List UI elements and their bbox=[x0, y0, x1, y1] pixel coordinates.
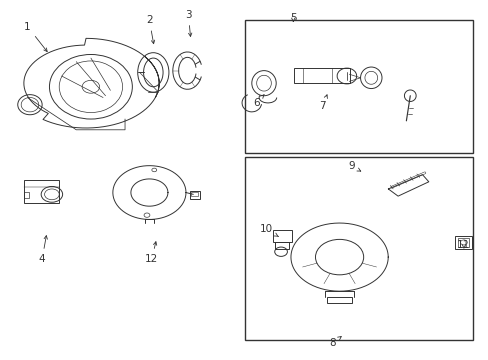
Bar bbox=[272, 230, 292, 242]
Bar bbox=[457, 238, 468, 247]
Bar bbox=[191, 192, 197, 197]
Text: 9: 9 bbox=[348, 161, 360, 171]
Text: 12: 12 bbox=[145, 242, 158, 264]
Bar bbox=[327, 297, 351, 303]
Text: 3: 3 bbox=[185, 10, 191, 36]
Text: 6: 6 bbox=[252, 94, 264, 108]
Bar bbox=[23, 192, 29, 198]
Text: 5: 5 bbox=[289, 13, 296, 23]
Text: 4: 4 bbox=[39, 236, 47, 264]
Bar bbox=[245, 21, 472, 153]
Bar bbox=[274, 242, 289, 249]
Text: 11: 11 bbox=[456, 239, 469, 249]
Bar bbox=[189, 191, 199, 199]
Bar bbox=[454, 235, 471, 249]
Text: 8: 8 bbox=[328, 337, 341, 348]
Bar bbox=[245, 157, 472, 339]
Text: 10: 10 bbox=[259, 225, 278, 237]
Text: 7: 7 bbox=[319, 95, 327, 112]
Text: 2: 2 bbox=[146, 15, 154, 44]
Bar bbox=[23, 180, 59, 203]
Text: 1: 1 bbox=[24, 22, 47, 51]
Bar bbox=[294, 68, 349, 83]
